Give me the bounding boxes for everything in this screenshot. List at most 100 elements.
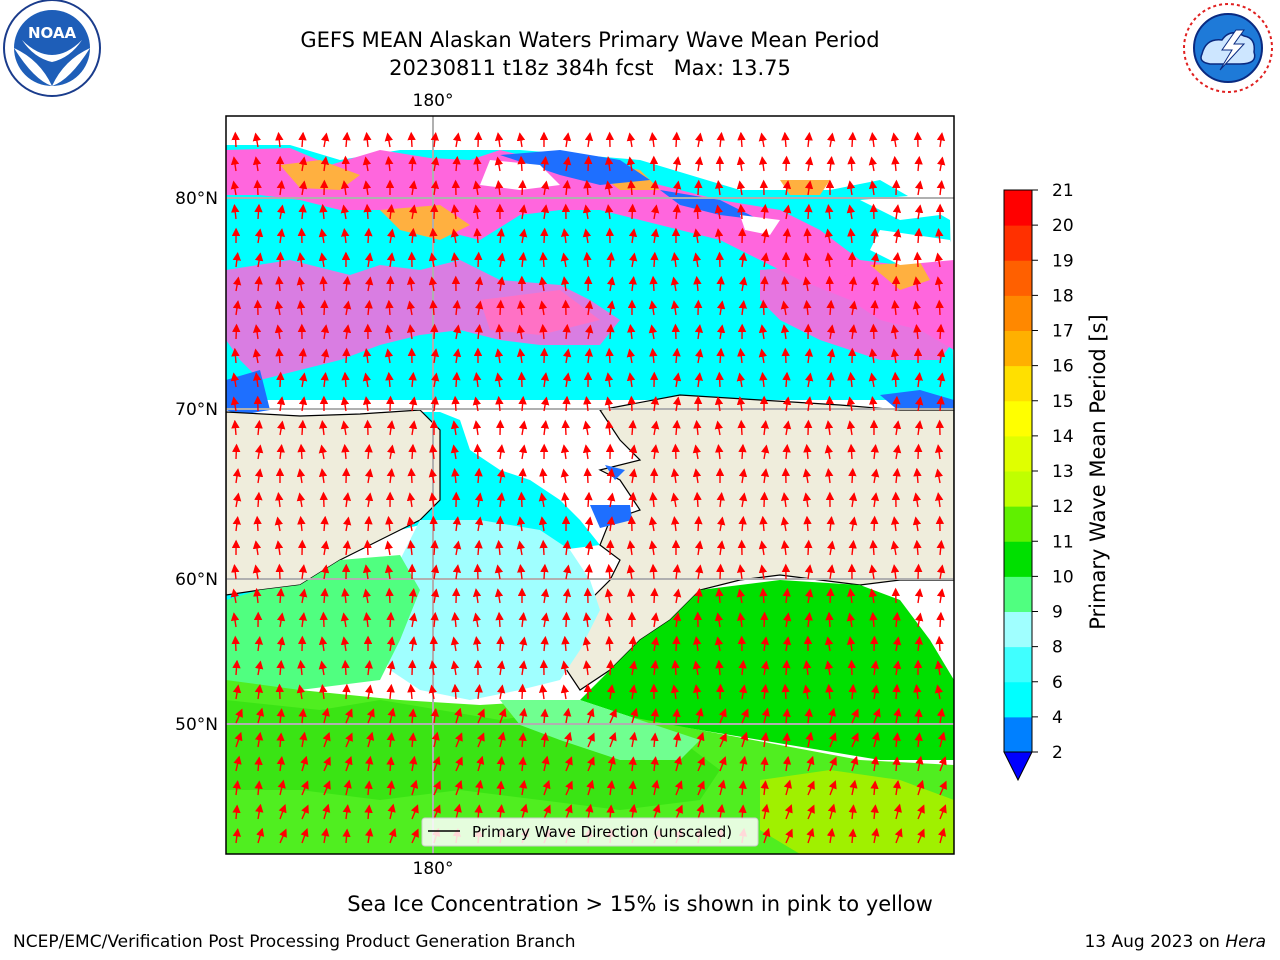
wave-arrow — [892, 732, 901, 748]
wave-arrow — [846, 420, 856, 436]
wave-arrow — [736, 564, 746, 580]
wave-arrow — [540, 372, 550, 388]
wave-arrow — [254, 275, 263, 292]
wave-arrow — [539, 251, 548, 268]
wave-arrow — [629, 731, 638, 748]
wave-arrow — [781, 347, 790, 364]
wave-arrow — [297, 515, 306, 532]
wave-arrow — [848, 276, 858, 292]
wave-arrow — [365, 827, 374, 844]
wave-arrow — [868, 348, 878, 364]
wave-arrow — [342, 804, 352, 820]
wave-arrow — [714, 396, 724, 412]
wave-arrow — [738, 468, 748, 484]
wave-arrow — [736, 372, 746, 388]
wave-arrow — [846, 588, 856, 604]
wave-arrow — [322, 803, 331, 820]
wave-arrow — [934, 468, 943, 484]
wave-arrow — [626, 564, 635, 580]
wave-arrow — [340, 204, 349, 220]
wave-arrow — [628, 275, 637, 292]
wave-arrow — [913, 683, 922, 700]
wave-arrow — [604, 180, 613, 196]
wave-arrow — [560, 444, 570, 460]
wave-arrow — [538, 684, 548, 700]
wave-arrow — [276, 371, 285, 388]
wave-arrow — [275, 347, 284, 364]
wave-arrow — [804, 348, 814, 364]
wave-arrow — [364, 468, 374, 484]
wave-arrow — [804, 156, 814, 172]
wave-arrow — [428, 492, 438, 508]
wave-arrow — [849, 300, 858, 316]
wave-arrow — [738, 443, 747, 460]
wave-arrow — [253, 179, 262, 196]
colorbar-tick-label: 11 — [1052, 532, 1074, 552]
wave-arrow — [693, 203, 702, 220]
wave-arrow — [605, 563, 614, 580]
wave-arrow — [872, 708, 881, 724]
wave-arrow — [298, 396, 308, 412]
wave-arrow — [474, 323, 483, 340]
wave-arrow — [936, 180, 945, 196]
wave-arrow — [892, 420, 902, 436]
wave-arrow — [562, 323, 571, 340]
wave-arrow — [914, 563, 923, 580]
wave-arrow — [670, 300, 680, 316]
wave-arrow — [276, 228, 286, 244]
colorbar-extend-triangle — [1003, 751, 1033, 782]
wave-arrow — [759, 299, 768, 316]
wave-arrow — [474, 276, 484, 292]
wave-arrow — [343, 779, 352, 796]
wave-arrow — [628, 444, 638, 460]
wave-arrow — [319, 491, 328, 508]
wave-arrow — [254, 491, 263, 508]
wave-arrow — [626, 348, 635, 364]
wave-arrow — [254, 468, 264, 484]
wave-arrow — [804, 180, 814, 196]
wave-arrow — [496, 660, 506, 676]
colorbar-tick-label: 14 — [1052, 427, 1074, 447]
colorbar-label: Primary Wave Mean Period [s] — [1086, 314, 1110, 630]
colorbar-segment — [1004, 716, 1032, 753]
wave-arrow — [254, 444, 264, 460]
wave-arrow — [254, 636, 264, 652]
wave-arrow — [807, 804, 815, 820]
wave-arrow — [848, 828, 857, 844]
wave-arrow — [628, 684, 638, 700]
wave-arrow — [870, 515, 879, 532]
wave-arrow — [804, 708, 813, 724]
wave-arrow — [298, 372, 308, 388]
wave-arrow — [518, 683, 527, 700]
wave-arrow — [253, 515, 262, 532]
wave-arrow — [252, 540, 262, 556]
wave-arrow — [759, 515, 768, 532]
wave-arrow — [736, 588, 745, 604]
wave-arrow — [364, 804, 373, 820]
wave-arrow — [870, 804, 879, 820]
wave-arrow — [628, 660, 638, 676]
wave-arrow — [890, 516, 900, 532]
wave-arrow — [428, 252, 438, 268]
wave-arrow — [497, 468, 506, 484]
wave-arrow — [409, 755, 418, 772]
wave-arrow — [672, 131, 681, 148]
wave-arrow — [406, 300, 415, 316]
wave-arrow — [516, 516, 526, 532]
wave-arrow — [826, 564, 836, 580]
wave-arrow — [694, 564, 704, 580]
wave-arrow — [650, 732, 659, 748]
wave-arrow — [650, 587, 659, 604]
wave-arrow — [760, 491, 769, 508]
wave-arrow — [606, 468, 616, 484]
wave-arrow — [252, 372, 262, 388]
wave-arrow — [718, 708, 727, 724]
wave-arrow — [431, 731, 440, 748]
wave-arrow — [474, 683, 483, 700]
lat-label-60: 60°N — [175, 570, 218, 590]
wave-arrow — [562, 179, 571, 196]
wave-arrow — [495, 180, 504, 196]
wave-arrow — [739, 755, 748, 772]
wave-arrow — [692, 660, 701, 676]
wave-arrow — [825, 203, 834, 220]
